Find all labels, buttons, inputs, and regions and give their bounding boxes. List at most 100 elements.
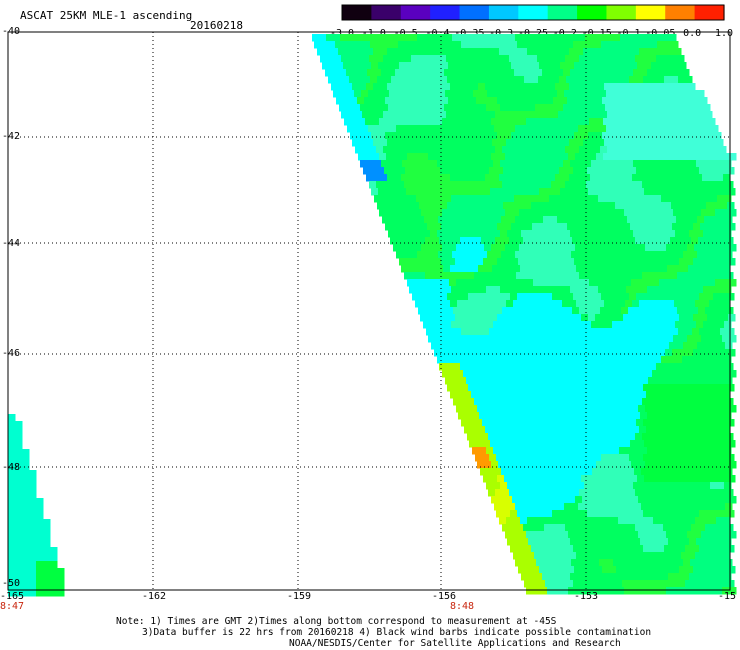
wind-cell [646,391,654,399]
wind-cell [550,251,558,259]
wind-cell [524,41,532,49]
wind-cell [531,76,539,84]
wind-cell [576,83,584,91]
wind-cell [442,153,450,161]
wind-cell [427,188,435,196]
wind-cell [368,34,376,42]
wind-cell [676,125,684,133]
wind-cell [630,188,638,196]
wind-cell [570,356,578,364]
wind-cell [591,286,599,294]
wind-cell [524,328,532,336]
wind-cell [493,230,501,238]
wind-cell [525,440,533,448]
wind-cell [466,216,474,224]
wind-cell [452,251,460,259]
wind-cell [643,328,651,336]
wind-cell [460,181,468,189]
wind-cell [462,258,470,266]
wind-cell [534,517,542,525]
wind-cell [583,517,591,525]
wind-cell [524,454,532,462]
wind-cell [581,475,589,483]
wind-cell [463,153,471,161]
wind-cell [515,342,523,350]
wind-cell [709,139,717,147]
wind-cell [718,251,726,259]
wind-cell [690,503,698,511]
wind-cell [692,545,700,553]
wind-cell [709,174,717,182]
wind-cell [432,307,440,315]
wind-cell [517,328,525,336]
wind-cell [565,363,573,371]
wind-cell [593,111,601,119]
pass-time-2: 8:48 [450,601,475,612]
wind-cell [622,510,630,518]
wind-cell [639,174,647,182]
wind-cell [555,300,563,308]
wind-cell [514,321,522,329]
wind-cell [711,216,719,224]
wind-cell [622,76,630,84]
wind-cell [550,377,558,385]
wind-cell [606,125,614,133]
wind-cell [640,356,648,364]
wind-cell [509,146,517,154]
wind-cell [721,566,729,574]
wind-cell [582,587,590,595]
wind-cell [498,405,506,413]
wind-cell [607,55,615,63]
wind-cell [728,440,736,448]
wind-cell [638,461,646,469]
wind-cell [496,202,504,210]
wind-cell [590,83,598,91]
wind-cell [405,202,413,210]
wind-cell [642,489,650,497]
wind-cell [426,76,434,84]
wind-cell [614,111,622,119]
wind-cell [703,286,711,294]
lon-label-162: -162 [142,591,167,602]
wind-cell [586,237,594,245]
wind-cell [667,426,675,434]
wind-cell [480,34,488,42]
wind-cell [464,426,472,434]
wind-cell [669,251,677,259]
wind-cell [22,505,30,513]
wind-cell [661,286,669,294]
wind-cell [458,356,466,364]
wind-cell [481,307,489,315]
wind-cell [655,34,663,42]
colorbar-tick-label: -0.1 [616,28,640,39]
wind-cell [663,433,671,441]
wind-cell [562,517,570,525]
wind-cell [599,216,607,224]
wind-cell [593,55,601,63]
wind-cell [648,90,656,98]
wind-cell [653,139,661,147]
wind-cell [437,230,445,238]
wind-cell [598,538,606,546]
wind-cell [454,293,462,301]
wind-cell [403,90,411,98]
wind-cell [385,62,393,70]
wind-cell [455,349,463,357]
wind-cell [585,125,593,133]
wind-cell [490,188,498,196]
wind-cell [667,300,675,308]
wind-cell [379,118,387,126]
wind-cell [509,111,517,119]
wind-cell [22,456,30,464]
wind-cell [681,139,689,147]
wind-cell [469,223,477,231]
wind-cell [374,69,382,77]
wind-cell [464,300,472,308]
wind-cell [493,286,501,294]
wind-cell [620,125,628,133]
wind-cell [678,76,686,84]
wind-cell [623,132,631,140]
wind-cell [690,216,698,224]
wind-cell [499,426,507,434]
colorbar-swatch [371,5,402,20]
